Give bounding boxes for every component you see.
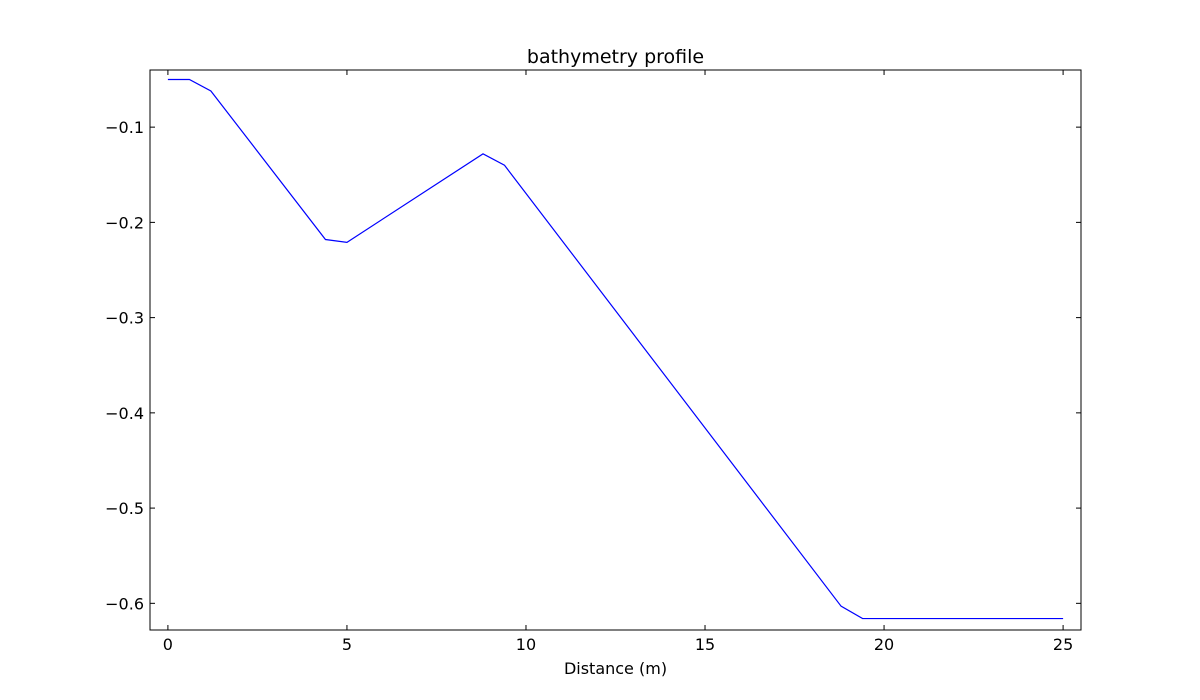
y-axis: −0.1 −0.2 −0.3 −0.4 −0.5 −0.6 [105, 118, 1081, 613]
series-line-0 [167, 78, 1064, 620]
plot-area [167, 78, 1064, 620]
x-axis-label: Distance (m) [564, 659, 667, 678]
x-tick-label: 5 [342, 635, 352, 654]
x-tick-label: 10 [516, 635, 536, 654]
axes-frame [149, 69, 1082, 631]
x-axis: 0 5 10 15 20 25 [163, 70, 1073, 654]
y-tick-label: −0.5 [105, 499, 144, 518]
x-tick-label: 20 [874, 635, 894, 654]
y-tick-label: −0.2 [105, 213, 144, 232]
x-tick-label: 0 [163, 635, 173, 654]
x-tick-label: 25 [1053, 635, 1073, 654]
y-tick-label: −0.1 [105, 118, 144, 137]
y-tick-label: −0.3 [105, 309, 144, 328]
x-tick-label: 15 [695, 635, 715, 654]
y-tick-label: −0.4 [105, 404, 144, 423]
chart-title: bathymetry profile [527, 46, 704, 68]
y-tick-label: −0.6 [105, 594, 144, 613]
